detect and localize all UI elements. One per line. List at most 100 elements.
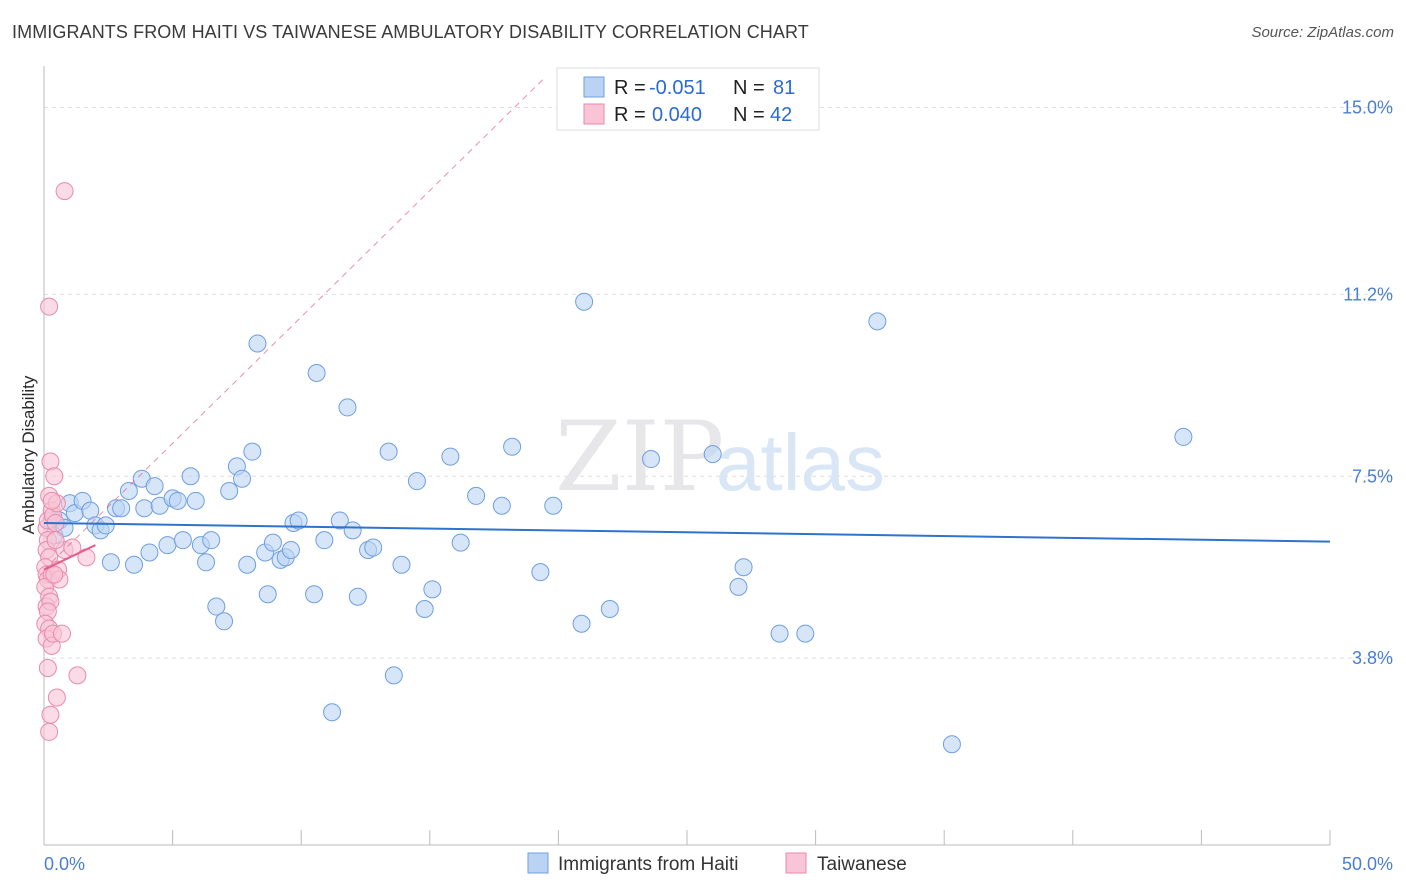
point-haiti-34 (233, 469, 252, 488)
point-haiti-73 (703, 445, 722, 464)
point-taiwanese-30 (45, 565, 64, 584)
point-haiti-21 (158, 536, 177, 555)
legend-swatch-taiwanese (583, 103, 605, 125)
point-taiwanese-39 (40, 297, 59, 316)
point-haiti-45 (289, 511, 308, 530)
point-taiwanese-3 (41, 452, 60, 471)
point-haiti-52 (343, 521, 362, 540)
point-haiti-71 (600, 600, 619, 618)
y-axis-label: Ambulatory Disability (19, 375, 38, 534)
point-taiwanese-21 (38, 659, 57, 677)
point-haiti-62 (441, 447, 460, 466)
point-haiti-78 (868, 312, 887, 331)
point-haiti-55 (364, 538, 383, 557)
watermark-zip: ZIP (555, 401, 724, 513)
y-tick-label-2: 11.2% (1343, 284, 1393, 304)
trend-lines (43, 77, 1331, 571)
point-haiti-59 (407, 472, 426, 491)
point-haiti-17 (135, 499, 154, 518)
point-haiti-72 (641, 450, 660, 469)
point-haiti-40 (263, 533, 282, 552)
point-haiti-67 (531, 563, 550, 582)
point-haiti-46 (305, 585, 324, 604)
point-haiti-70 (575, 292, 594, 311)
point-haiti-53 (348, 587, 367, 606)
point-haiti-13 (112, 499, 131, 518)
point-taiwanese-40 (46, 531, 65, 550)
data-points (36, 182, 1193, 754)
point-haiti-49 (323, 703, 342, 722)
point-haiti-37 (248, 334, 267, 353)
point-haiti-75 (734, 558, 753, 577)
point-taiwanese-33 (53, 624, 72, 643)
point-haiti-61 (423, 580, 442, 599)
point-haiti-39 (258, 585, 277, 604)
bottom-legend-swatch-taiwanese (785, 852, 807, 874)
x-tick-label-min: 0.0% (44, 854, 85, 874)
y-tick-label-3: 15.0% (1342, 98, 1393, 118)
point-taiwanese-22 (41, 705, 60, 724)
point-taiwanese-41 (42, 491, 61, 510)
point-haiti-35 (238, 555, 257, 574)
point-haiti-68 (544, 496, 563, 515)
legend-n-label-haiti: N = (733, 77, 765, 99)
point-haiti-66 (503, 437, 522, 456)
point-haiti-28 (197, 553, 216, 572)
point-haiti-79 (942, 735, 961, 754)
point-haiti-36 (243, 442, 262, 461)
point-haiti-31 (215, 612, 234, 631)
legend-r-label-haiti: R = (614, 77, 646, 99)
y-tick-labels: 3.8% 7.5% 11.2% 15.0% (1342, 98, 1393, 669)
x-tick-labels: 0.0% 50.0% (44, 854, 1393, 874)
point-haiti-25 (181, 467, 200, 486)
legend-r-label-taiwanese: R = (614, 104, 646, 126)
legend-r-value-taiwanese: 0.040 (652, 104, 702, 126)
point-haiti-80 (1174, 427, 1193, 446)
point-haiti-51 (338, 398, 357, 417)
legend-n-value-haiti: 81 (773, 77, 795, 99)
point-haiti-47 (307, 364, 326, 382)
point-taiwanese-32 (47, 688, 66, 707)
legend-n-label-taiwanese: N = (733, 104, 765, 126)
point-haiti-48 (315, 531, 334, 550)
trend-line-haiti (43, 521, 1331, 543)
chart-title: IMMIGRANTS FROM HAITI VS TAIWANESE AMBUL… (12, 22, 809, 42)
point-haiti-57 (384, 666, 403, 685)
point-haiti-58 (392, 555, 411, 574)
watermark-atlas: atlas (716, 418, 885, 507)
point-haiti-29 (202, 531, 221, 550)
y-tick-label-0: 3.8% (1352, 648, 1393, 668)
legend-top: R = -0.051 N = 81 R = 0.040 N = 42 (556, 67, 820, 131)
point-haiti-26 (186, 491, 205, 510)
legend-bottom: Immigrants from Haiti Taiwanese (527, 852, 907, 875)
y-tick-label-1: 7.5% (1352, 466, 1393, 486)
point-haiti-77 (796, 624, 815, 643)
bottom-legend-label-taiwanese: Taiwanese (817, 854, 907, 875)
legend-r-value-haiti: -0.051 (649, 77, 706, 99)
point-haiti-43 (281, 541, 300, 559)
point-taiwanese-23 (40, 722, 59, 741)
point-haiti-50 (330, 511, 349, 530)
point-haiti-60 (415, 600, 434, 618)
point-haiti-76 (770, 624, 789, 643)
point-haiti-15 (125, 555, 144, 574)
trend-line-taiwanese-dashed (43, 77, 545, 571)
bottom-legend-label-haiti: Immigrants from Haiti (558, 854, 739, 875)
point-haiti-24 (173, 531, 192, 550)
point-haiti-11 (101, 553, 120, 572)
point-haiti-56 (379, 442, 398, 461)
x-tick-label-max: 50.0% (1342, 854, 1393, 874)
point-haiti-19 (145, 477, 164, 496)
point-haiti-65 (492, 496, 511, 515)
point-taiwanese-36 (68, 666, 87, 685)
point-haiti-63 (451, 533, 470, 552)
point-haiti-30 (207, 597, 226, 616)
legend-n-value-taiwanese: 42 (770, 104, 792, 126)
point-haiti-10 (96, 516, 115, 535)
point-haiti-69 (572, 614, 591, 633)
point-haiti-74 (729, 577, 748, 596)
point-haiti-18 (140, 543, 159, 562)
point-haiti-32 (220, 482, 239, 500)
point-taiwanese-38 (55, 182, 74, 201)
